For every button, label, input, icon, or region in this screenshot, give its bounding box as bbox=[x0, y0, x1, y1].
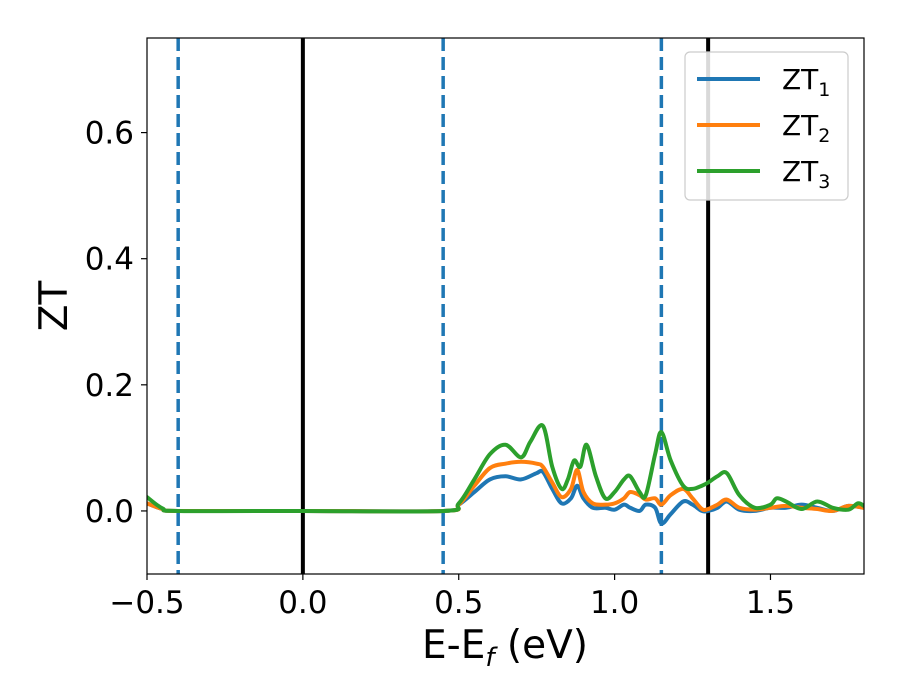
y-axis-label: ZT bbox=[32, 281, 77, 332]
x-axis-label: E-Ef (eV) bbox=[422, 623, 588, 673]
series-line-zt3 bbox=[147, 423, 864, 514]
x-axis-label-unit: (eV) bbox=[495, 623, 589, 668]
legend: ZT1 ZT2 ZT3 bbox=[684, 51, 849, 201]
x-tick-label: −0.5 bbox=[109, 585, 184, 621]
y-tick-label: 0.4 bbox=[85, 242, 134, 278]
legend-label-zt2: ZT2 bbox=[782, 109, 830, 147]
x-tick-label: 1.0 bbox=[590, 585, 639, 621]
x-axis-ticks: −0.5 0.0 0.5 1.0 1.5 bbox=[109, 574, 795, 621]
y-axis-ticks: 0.0 0.2 0.4 0.6 bbox=[85, 116, 147, 530]
axes-border bbox=[146, 37, 865, 575]
x-tick-label: 1.5 bbox=[746, 585, 795, 621]
y-tick-label: 0.2 bbox=[85, 368, 134, 404]
axes-frame bbox=[146, 37, 865, 575]
y-tick-label: 0.6 bbox=[85, 116, 134, 152]
x-tick-label: 0.5 bbox=[434, 585, 483, 621]
legend-box bbox=[684, 51, 849, 201]
legend-label-zt1: ZT1 bbox=[782, 63, 830, 101]
series-layer bbox=[147, 423, 864, 526]
legend-label-zt3: ZT3 bbox=[782, 155, 830, 193]
x-tick-label: 0.0 bbox=[278, 585, 327, 621]
y-tick-label: 0.0 bbox=[85, 494, 134, 530]
